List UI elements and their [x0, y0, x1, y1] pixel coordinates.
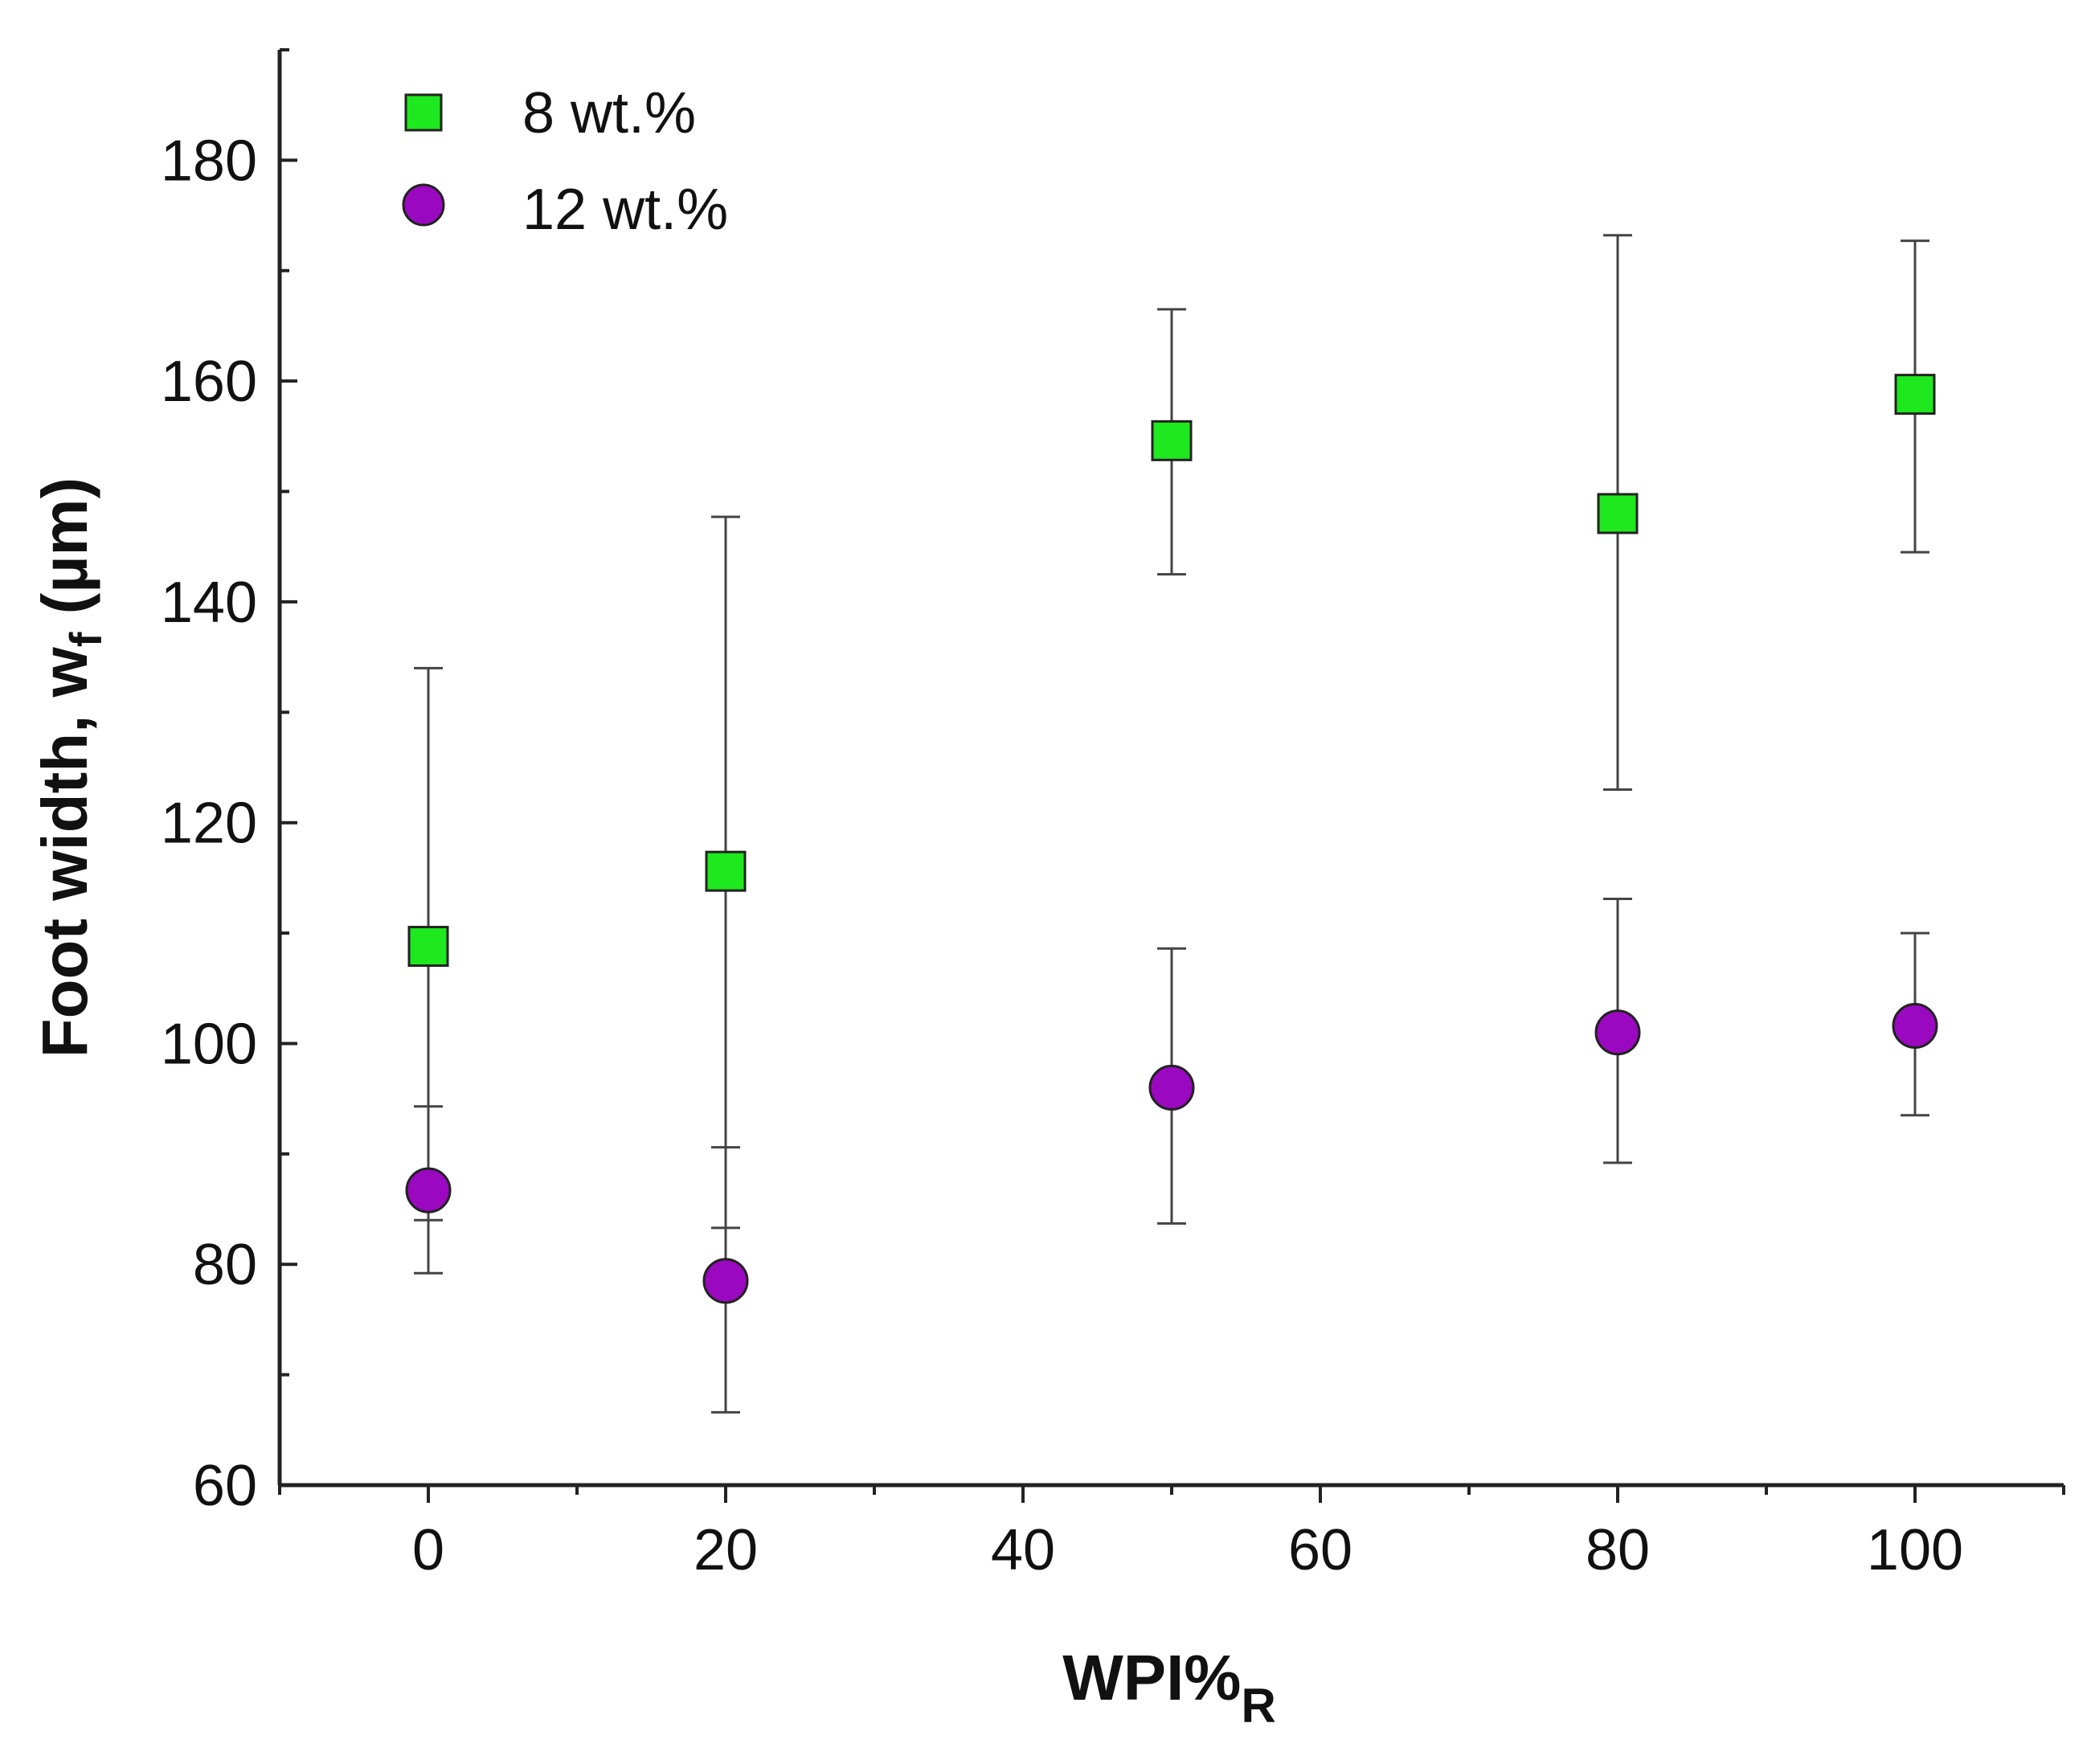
legend-label-8wt: 8 wt.%	[522, 81, 696, 145]
data-point-square	[1894, 374, 1936, 415]
legend-square-marker	[404, 93, 443, 132]
y-tick-label: 120	[161, 792, 257, 856]
y-tick-label: 160	[161, 350, 257, 414]
y-axis-title-unit: (µm)	[29, 477, 100, 632]
data-point-circle	[1594, 1009, 1641, 1056]
x-tick-label: 40	[991, 1518, 1055, 1582]
y-tick-label: 140	[161, 571, 257, 635]
x-tick-label: 0	[412, 1518, 444, 1582]
y-tick-label: 60	[193, 1454, 257, 1518]
x-tick-label: 20	[694, 1518, 758, 1582]
y-axis-title-main: Foot width, w	[29, 646, 100, 1058]
legend: 8 wt.% 12 wt.%	[402, 81, 728, 242]
legend-label-12wt: 12 wt.%	[522, 178, 728, 242]
data-point-circle	[405, 1167, 452, 1214]
data-markers	[405, 374, 1938, 1304]
y-tick-label: 80	[193, 1233, 257, 1297]
data-point-square	[1151, 420, 1193, 461]
x-tick-label: 100	[1867, 1518, 1963, 1582]
x-axis-title-main: WPI%	[1062, 1642, 1241, 1713]
y-axis-title-subscript: f	[60, 632, 111, 647]
y-tick-label: 100	[161, 1012, 257, 1076]
y-axis-title: Foot width, wf (µm)	[29, 477, 111, 1058]
ticks: 60 80 100 120 140 160 180 0 20 40 60 80 100	[161, 48, 2065, 1582]
x-axis-title: WPI%R	[1062, 1642, 1276, 1733]
data-point-circle	[1148, 1064, 1195, 1111]
x-tick-label: 60	[1288, 1518, 1352, 1582]
y-tick-label: 180	[161, 129, 257, 193]
x-tick-label: 80	[1586, 1518, 1650, 1582]
legend-circle-marker	[402, 183, 445, 227]
data-point-square	[1597, 493, 1639, 534]
data-point-square	[407, 926, 449, 968]
data-point-circle	[702, 1258, 749, 1304]
x-axis-title-subscript: R	[1241, 1679, 1275, 1733]
data-point-square	[705, 850, 747, 892]
data-point-circle	[1892, 1002, 1938, 1049]
